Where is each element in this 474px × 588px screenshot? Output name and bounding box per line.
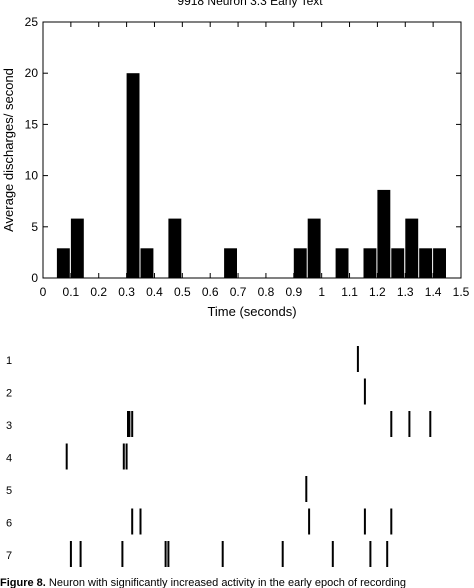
x-tick-label: 0.2 [90, 285, 107, 299]
x-tick-label: 0.3 [118, 285, 135, 299]
trial-label: 4 [6, 453, 12, 465]
trial-label: 6 [6, 518, 12, 530]
trial-label: 2 [6, 388, 12, 400]
bar [363, 248, 377, 278]
caption-text: Neuron with significantly increased acti… [45, 577, 406, 588]
x-tick-label: 0.7 [230, 285, 247, 299]
x-axis-label: Time (seconds) [207, 304, 296, 319]
x-tick-label: 0.6 [202, 285, 219, 299]
x-tick-label: 0.5 [174, 285, 191, 299]
x-tick-label: 0.8 [258, 285, 275, 299]
x-tick-label: 1.5 [453, 285, 470, 299]
bar [377, 189, 391, 278]
bar [293, 248, 307, 278]
x-tick-label: 1.3 [397, 285, 414, 299]
chart-title: 9918 Neuron 3.3 Early Text [177, 0, 323, 8]
trial-label: 1 [6, 355, 12, 367]
x-tick-label: 1.2 [369, 285, 386, 299]
bar [307, 218, 321, 278]
plot-frame [42, 21, 462, 279]
bar [224, 248, 237, 278]
bars [56, 73, 446, 278]
bar [140, 248, 154, 278]
y-tick-label: 5 [31, 220, 38, 234]
x-tick-label: 1.1 [341, 285, 358, 299]
bar [433, 248, 446, 278]
bar [168, 218, 182, 278]
x-tick-label: 1 [318, 285, 325, 299]
y-tick-label: 10 [25, 169, 39, 183]
bar [391, 248, 405, 278]
y-tick-label: 20 [25, 66, 39, 80]
bar [419, 248, 433, 278]
trial-label: 3 [6, 420, 12, 432]
y-tick-label: 0 [31, 271, 38, 285]
x-axis: 0 0.1 0.2 0.3 0.4 0.5 0.6 0.7 0.8 0.9 1 1.1 1.2 1.3 1.… [40, 22, 470, 299]
figure-caption: Figure 8. Neuron with significantly incr… [0, 576, 474, 588]
x-tick-label: 0.1 [63, 285, 80, 299]
bar [70, 218, 84, 278]
x-tick-label: 0.9 [285, 285, 302, 299]
caption-label: Figure 8. [0, 577, 46, 588]
y-tick-label: 25 [25, 15, 39, 29]
bar [56, 248, 70, 278]
trial-label: 5 [6, 485, 12, 497]
trial-label: 7 [6, 550, 12, 562]
spike-raster: 1 2 3 4 5 6 7 [6, 346, 432, 567]
y-tick-label: 15 [25, 117, 39, 131]
x-tick-label: 1.4 [425, 285, 442, 299]
x-tick-label: 0 [40, 285, 47, 299]
y-axis-label: Average discharges/ second [1, 68, 16, 232]
bar [405, 218, 419, 278]
x-tick-label: 0.4 [146, 285, 163, 299]
y-axis: 0 5 10 15 20 25 [25, 15, 461, 285]
bar [335, 248, 349, 278]
bar [126, 73, 140, 278]
